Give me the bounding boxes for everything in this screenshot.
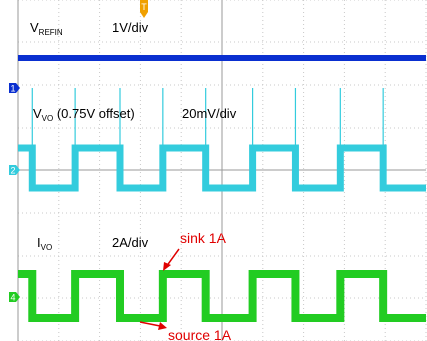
channel-1-marker (9, 83, 20, 93)
trigger-marker-text: T (141, 2, 147, 12)
trace-vo (18, 144, 426, 192)
channel-4-marker (9, 292, 20, 302)
channel-1-marker-label: 1 (10, 84, 15, 94)
channel-2-marker-label: 2 (10, 166, 15, 176)
ch2-label: VVO (0.75V offset) (33, 106, 135, 123)
ch1-label: VREFIN (30, 20, 63, 37)
trace-ivo (18, 270, 426, 322)
channel-4-marker-label: 4 (10, 293, 15, 303)
traces (18, 55, 426, 322)
ch4-label: IVO (37, 235, 52, 252)
grid (17, 0, 427, 341)
annotation-sink-arrowhead (163, 262, 171, 271)
ch4-scale-label: 2A/div (112, 235, 149, 250)
ch1-scale-label: 1V/div (112, 20, 149, 35)
annotation-source: source 1A (168, 327, 232, 341)
channel-markers: 1 2 4 (9, 83, 20, 303)
trigger-marker: T (140, 0, 148, 18)
trace-refin (18, 55, 426, 61)
annotation-source-arrowhead (158, 322, 167, 330)
annotation-sink: sink 1A (180, 230, 227, 246)
channel-2-marker (9, 165, 20, 175)
ch2-scale-label: 20mV/div (182, 106, 237, 121)
annotation-source-arrow (139, 321, 161, 327)
